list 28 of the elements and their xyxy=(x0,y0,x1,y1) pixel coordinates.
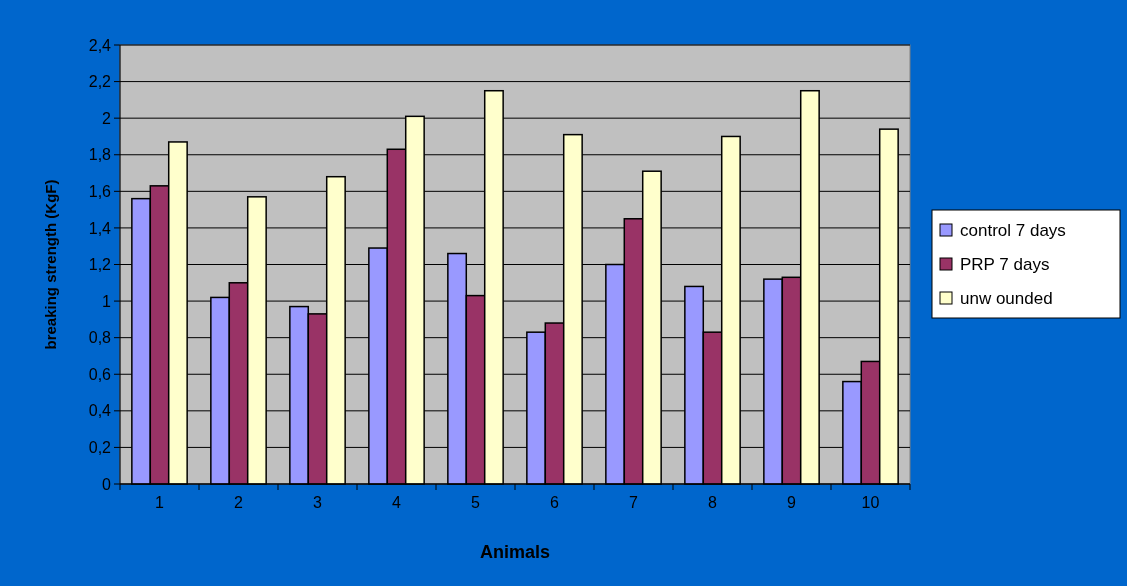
y-tick-label: 1,4 xyxy=(88,219,112,237)
x-axis-title: Animals xyxy=(479,542,551,562)
y-tick-label: 0,8 xyxy=(88,329,112,347)
x-tick-label: 4 xyxy=(392,494,402,511)
x-tick-label: 9 xyxy=(787,494,797,511)
x-tick-label: 8 xyxy=(708,494,718,511)
legend-label: PRP 7 days xyxy=(960,254,1050,274)
x-tick-label: 2 xyxy=(234,494,244,511)
y-tick-label: 1 xyxy=(102,292,112,310)
y-axis-title: breaking strength (KgF) xyxy=(42,179,59,350)
y-tick-label: 1,6 xyxy=(88,182,112,200)
y-tick-label: 2,4 xyxy=(88,36,112,54)
legend-label: control 7 days xyxy=(960,220,1066,240)
legend-label: unw ounded xyxy=(960,288,1053,308)
y-tick-label: 0,6 xyxy=(88,365,112,383)
x-tick-label: 6 xyxy=(550,494,560,511)
y-tick-label: 0,4 xyxy=(88,402,112,420)
y-tick-label: 1,2 xyxy=(88,256,112,274)
y-tick-label: 0,2 xyxy=(88,439,112,457)
x-tick-label: 3 xyxy=(313,494,323,511)
y-tick-label: 2 xyxy=(102,109,112,127)
y-tick-label: 2,2 xyxy=(88,73,112,91)
y-tick-label: 0 xyxy=(102,475,112,493)
x-tick-label: 1 xyxy=(155,494,165,511)
x-tick-label: 5 xyxy=(471,494,481,511)
x-tick-label: 7 xyxy=(629,494,639,511)
y-tick-label: 1,8 xyxy=(88,146,112,164)
x-tick-label: 10 xyxy=(861,494,880,511)
